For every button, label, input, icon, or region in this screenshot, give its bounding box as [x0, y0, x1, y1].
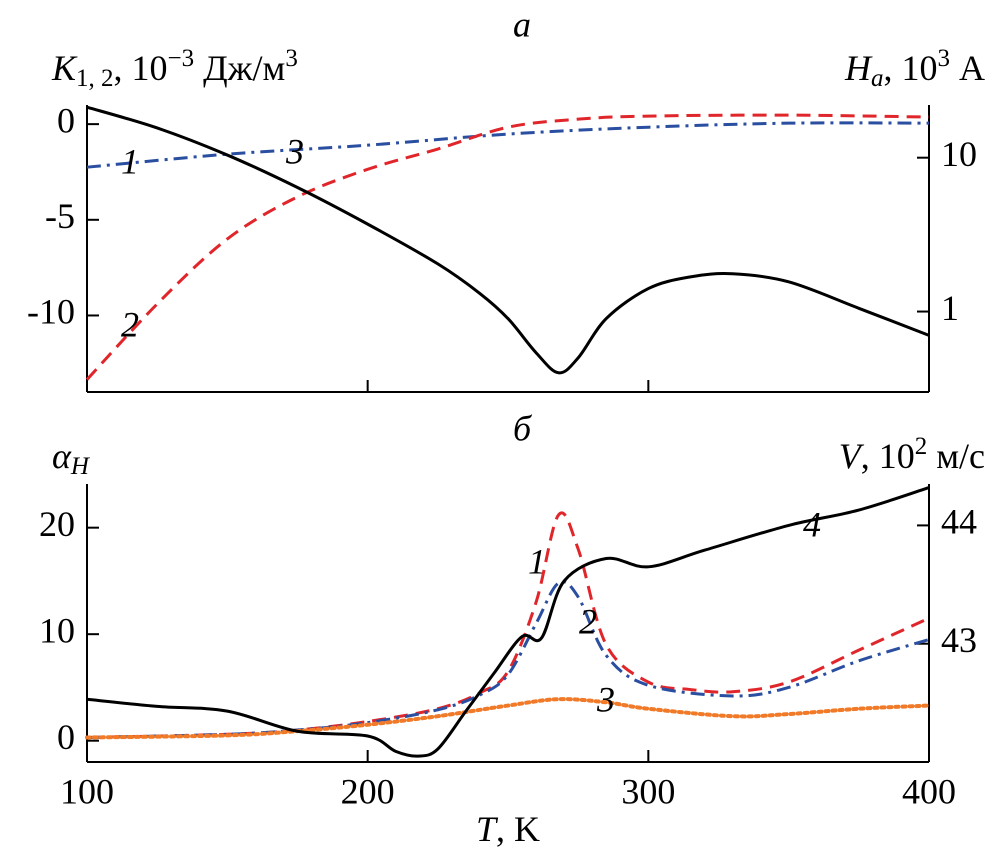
- label-part: м/с: [927, 436, 985, 476]
- panel-title: а: [513, 4, 531, 44]
- x-tick-label: 400: [902, 771, 956, 811]
- y2-tick-label: 44: [941, 502, 977, 542]
- x-tick-label: 100: [60, 771, 114, 811]
- series-line: [85, 113, 930, 381]
- label-part: , 10: [861, 436, 915, 476]
- panel-title: б: [513, 408, 533, 448]
- axis-title: V, 102 м/с: [839, 433, 985, 477]
- series-line: [86, 121, 930, 169]
- y-tick-label: -10: [27, 292, 75, 332]
- series-label: 1: [121, 141, 139, 181]
- series-line: [85, 697, 931, 740]
- x-tick-label: 200: [341, 771, 395, 811]
- y2-tick-label: 10: [941, 134, 977, 174]
- series-label: 2: [121, 304, 139, 344]
- label-part: −3: [168, 45, 195, 72]
- y-tick-label: 10: [39, 610, 75, 650]
- series-label: 1: [528, 541, 546, 581]
- series-label: 2: [579, 601, 597, 641]
- label-part: V: [839, 436, 865, 476]
- label-part: , 10: [884, 48, 938, 88]
- series-line: [86, 105, 930, 375]
- label-part: А: [950, 48, 985, 88]
- label-part: α: [52, 436, 72, 476]
- y-tick-label: 0: [57, 717, 75, 757]
- series-label: 4: [803, 504, 821, 544]
- label-part: H: [844, 48, 873, 88]
- label-part: 1, 2: [76, 65, 114, 92]
- y2-tick-label: 1: [941, 288, 959, 328]
- x-tick-label: 300: [621, 771, 675, 811]
- y2-tick-label: 43: [941, 620, 977, 660]
- label-part: Дж/м: [194, 48, 285, 88]
- label-part: , 10: [114, 48, 168, 88]
- axis-title: Ha, 103 А: [844, 45, 985, 92]
- y-tick-label: -5: [45, 196, 75, 236]
- axis-title: αH: [52, 436, 91, 479]
- y-tick-label: 0: [57, 100, 75, 140]
- label-part: 3: [285, 45, 298, 72]
- axis-title: K1, 2, 10−3 Дж/м3: [51, 45, 298, 92]
- series-label: 3: [596, 679, 615, 719]
- label-part: 3: [938, 45, 951, 72]
- y-tick-label: 20: [39, 504, 75, 544]
- label-part: 2: [915, 433, 928, 460]
- label-part: H: [70, 453, 91, 480]
- series-line: [86, 486, 930, 758]
- label-part: , K: [496, 809, 540, 849]
- label-part: T: [476, 809, 499, 849]
- label-part: K: [51, 48, 78, 88]
- series-label: 3: [285, 131, 304, 171]
- label-part: a: [871, 65, 884, 92]
- series-line: [86, 580, 930, 740]
- axis-title: T, K: [476, 809, 540, 849]
